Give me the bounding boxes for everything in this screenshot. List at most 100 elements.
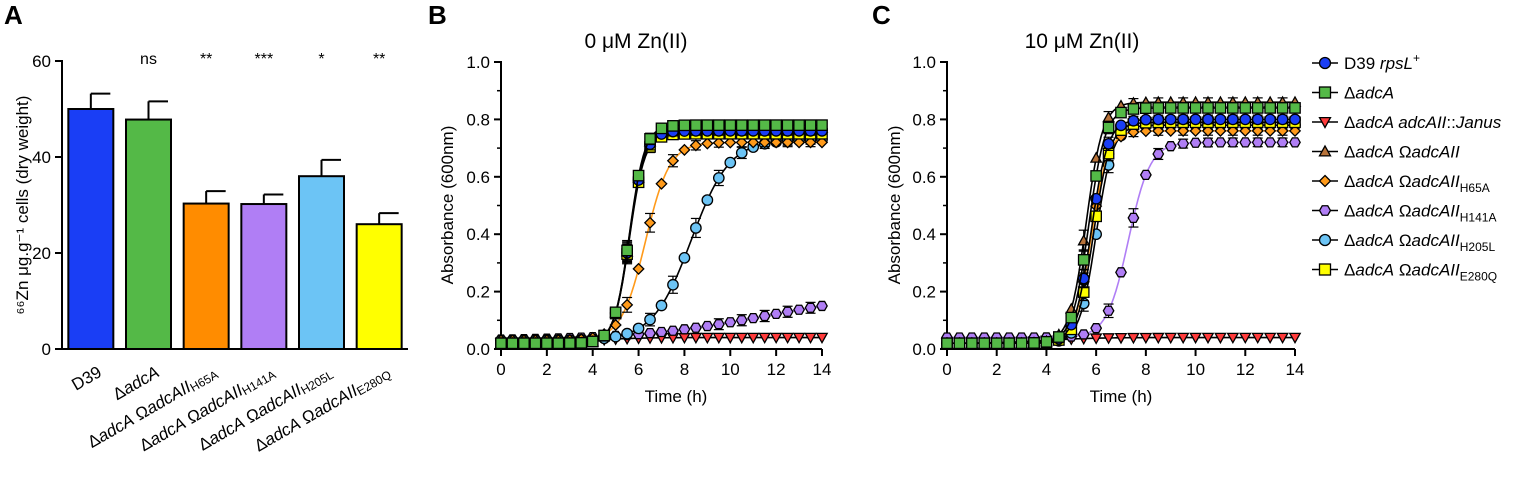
x-tick-label: 6 (634, 360, 643, 379)
series (495, 119, 828, 350)
y-tick-label: 0.0 (912, 340, 936, 359)
data-point (1289, 113, 1301, 126)
data-point (747, 136, 760, 149)
y-tick-label: 0.4 (912, 225, 936, 244)
data-point (1318, 233, 1332, 247)
data-point (804, 332, 817, 345)
data-point (1102, 305, 1115, 316)
data-point (1251, 124, 1264, 137)
y-tick-label: 0.0 (466, 340, 490, 359)
data-point (1201, 124, 1215, 137)
data-point (1065, 311, 1078, 324)
data-point (1090, 210, 1102, 223)
y-tick-label: 0.6 (466, 168, 490, 187)
label-part: adcA (1355, 231, 1394, 250)
data-point (723, 332, 737, 345)
data-point (1127, 332, 1140, 345)
chart-title-c: 10 μM Zn(II) (1025, 30, 1140, 53)
data-point (1239, 124, 1252, 137)
data-point (990, 337, 1003, 350)
data-point (735, 136, 748, 149)
data-point (1102, 121, 1115, 134)
data-point (770, 136, 783, 149)
data-point (712, 172, 725, 184)
x-tick-label: 0 (496, 360, 505, 379)
data-point (1139, 332, 1153, 345)
data-point (1127, 103, 1140, 115)
data-point (781, 136, 794, 149)
label-part: adcAII (1412, 261, 1460, 280)
y-tick-label-a: 40 (32, 148, 51, 167)
label-part: D39 (68, 362, 105, 394)
data-point (1318, 205, 1332, 216)
series-line (947, 141, 1295, 339)
data-point (1264, 102, 1276, 114)
series-line (947, 130, 1295, 345)
data-point (758, 119, 771, 131)
data-point (620, 298, 634, 311)
data-point (1152, 113, 1165, 126)
chart-title-b: 0 μM Zn(II) (584, 30, 687, 53)
data-point (1102, 137, 1115, 150)
x-axis-title-c: Time (h) (1090, 387, 1153, 406)
data-point (667, 278, 679, 291)
data-point (1276, 113, 1289, 126)
data-point (1152, 102, 1165, 114)
y-tick-label: 0.4 (466, 225, 490, 244)
data-point (770, 308, 783, 320)
label-subscript: H141A (1460, 211, 1497, 225)
label-subscript: E280Q (1460, 270, 1497, 284)
data-point (1189, 113, 1202, 126)
label-part: D39 (1344, 54, 1380, 73)
label-part: Δ (1344, 261, 1355, 280)
data-point (1164, 113, 1177, 126)
data-point (1152, 148, 1165, 160)
x-tick-label: 14 (813, 360, 832, 379)
data-point (1214, 332, 1227, 345)
data-point (563, 337, 576, 350)
data-point (552, 337, 565, 350)
data-point (1115, 119, 1127, 132)
data-point (541, 337, 553, 350)
bar (182, 202, 230, 350)
data-point (1003, 337, 1015, 350)
legend-label: D39 rpsL+ (1344, 51, 1420, 73)
data-point (735, 147, 748, 159)
label-part: adcA (1355, 172, 1394, 191)
data-point (1177, 124, 1190, 138)
data-point (978, 337, 991, 350)
data-point (609, 330, 622, 343)
x-axis-title-b: Time (h) (645, 387, 708, 406)
data-point (667, 325, 679, 336)
bar (240, 203, 288, 350)
data-point (1164, 102, 1177, 114)
data-point (1289, 102, 1301, 114)
label-subscript: H65A (188, 367, 221, 394)
data-point (1318, 144, 1332, 157)
y-tick-label: 0.6 (912, 168, 936, 187)
significance-label: ** (373, 51, 385, 68)
data-point (770, 119, 782, 131)
data-point (1140, 102, 1152, 115)
data-point (1227, 113, 1239, 126)
x-tick-label: 14 (1286, 360, 1305, 379)
label-part: adcAII (1412, 143, 1460, 162)
y-tick-label: 1.0 (912, 53, 936, 72)
data-point (1140, 113, 1152, 126)
label-part: Ω (1394, 261, 1411, 280)
data-point (735, 315, 748, 326)
x-tick-label: 6 (1091, 360, 1100, 379)
legend-item: ΔadcA ΩadcAII (1312, 143, 1460, 162)
label-part: Δ (1344, 113, 1355, 132)
legend-item: ΔadcA ΩadcAIIH205L (1312, 231, 1495, 254)
data-point (1189, 102, 1202, 114)
data-point (769, 332, 783, 345)
data-point (1264, 113, 1276, 126)
data-point (1115, 267, 1127, 278)
label-part: adcA (1355, 261, 1394, 280)
data-point (1214, 124, 1227, 137)
data-point (953, 337, 966, 350)
data-point (1090, 170, 1102, 182)
data-point (598, 329, 611, 342)
